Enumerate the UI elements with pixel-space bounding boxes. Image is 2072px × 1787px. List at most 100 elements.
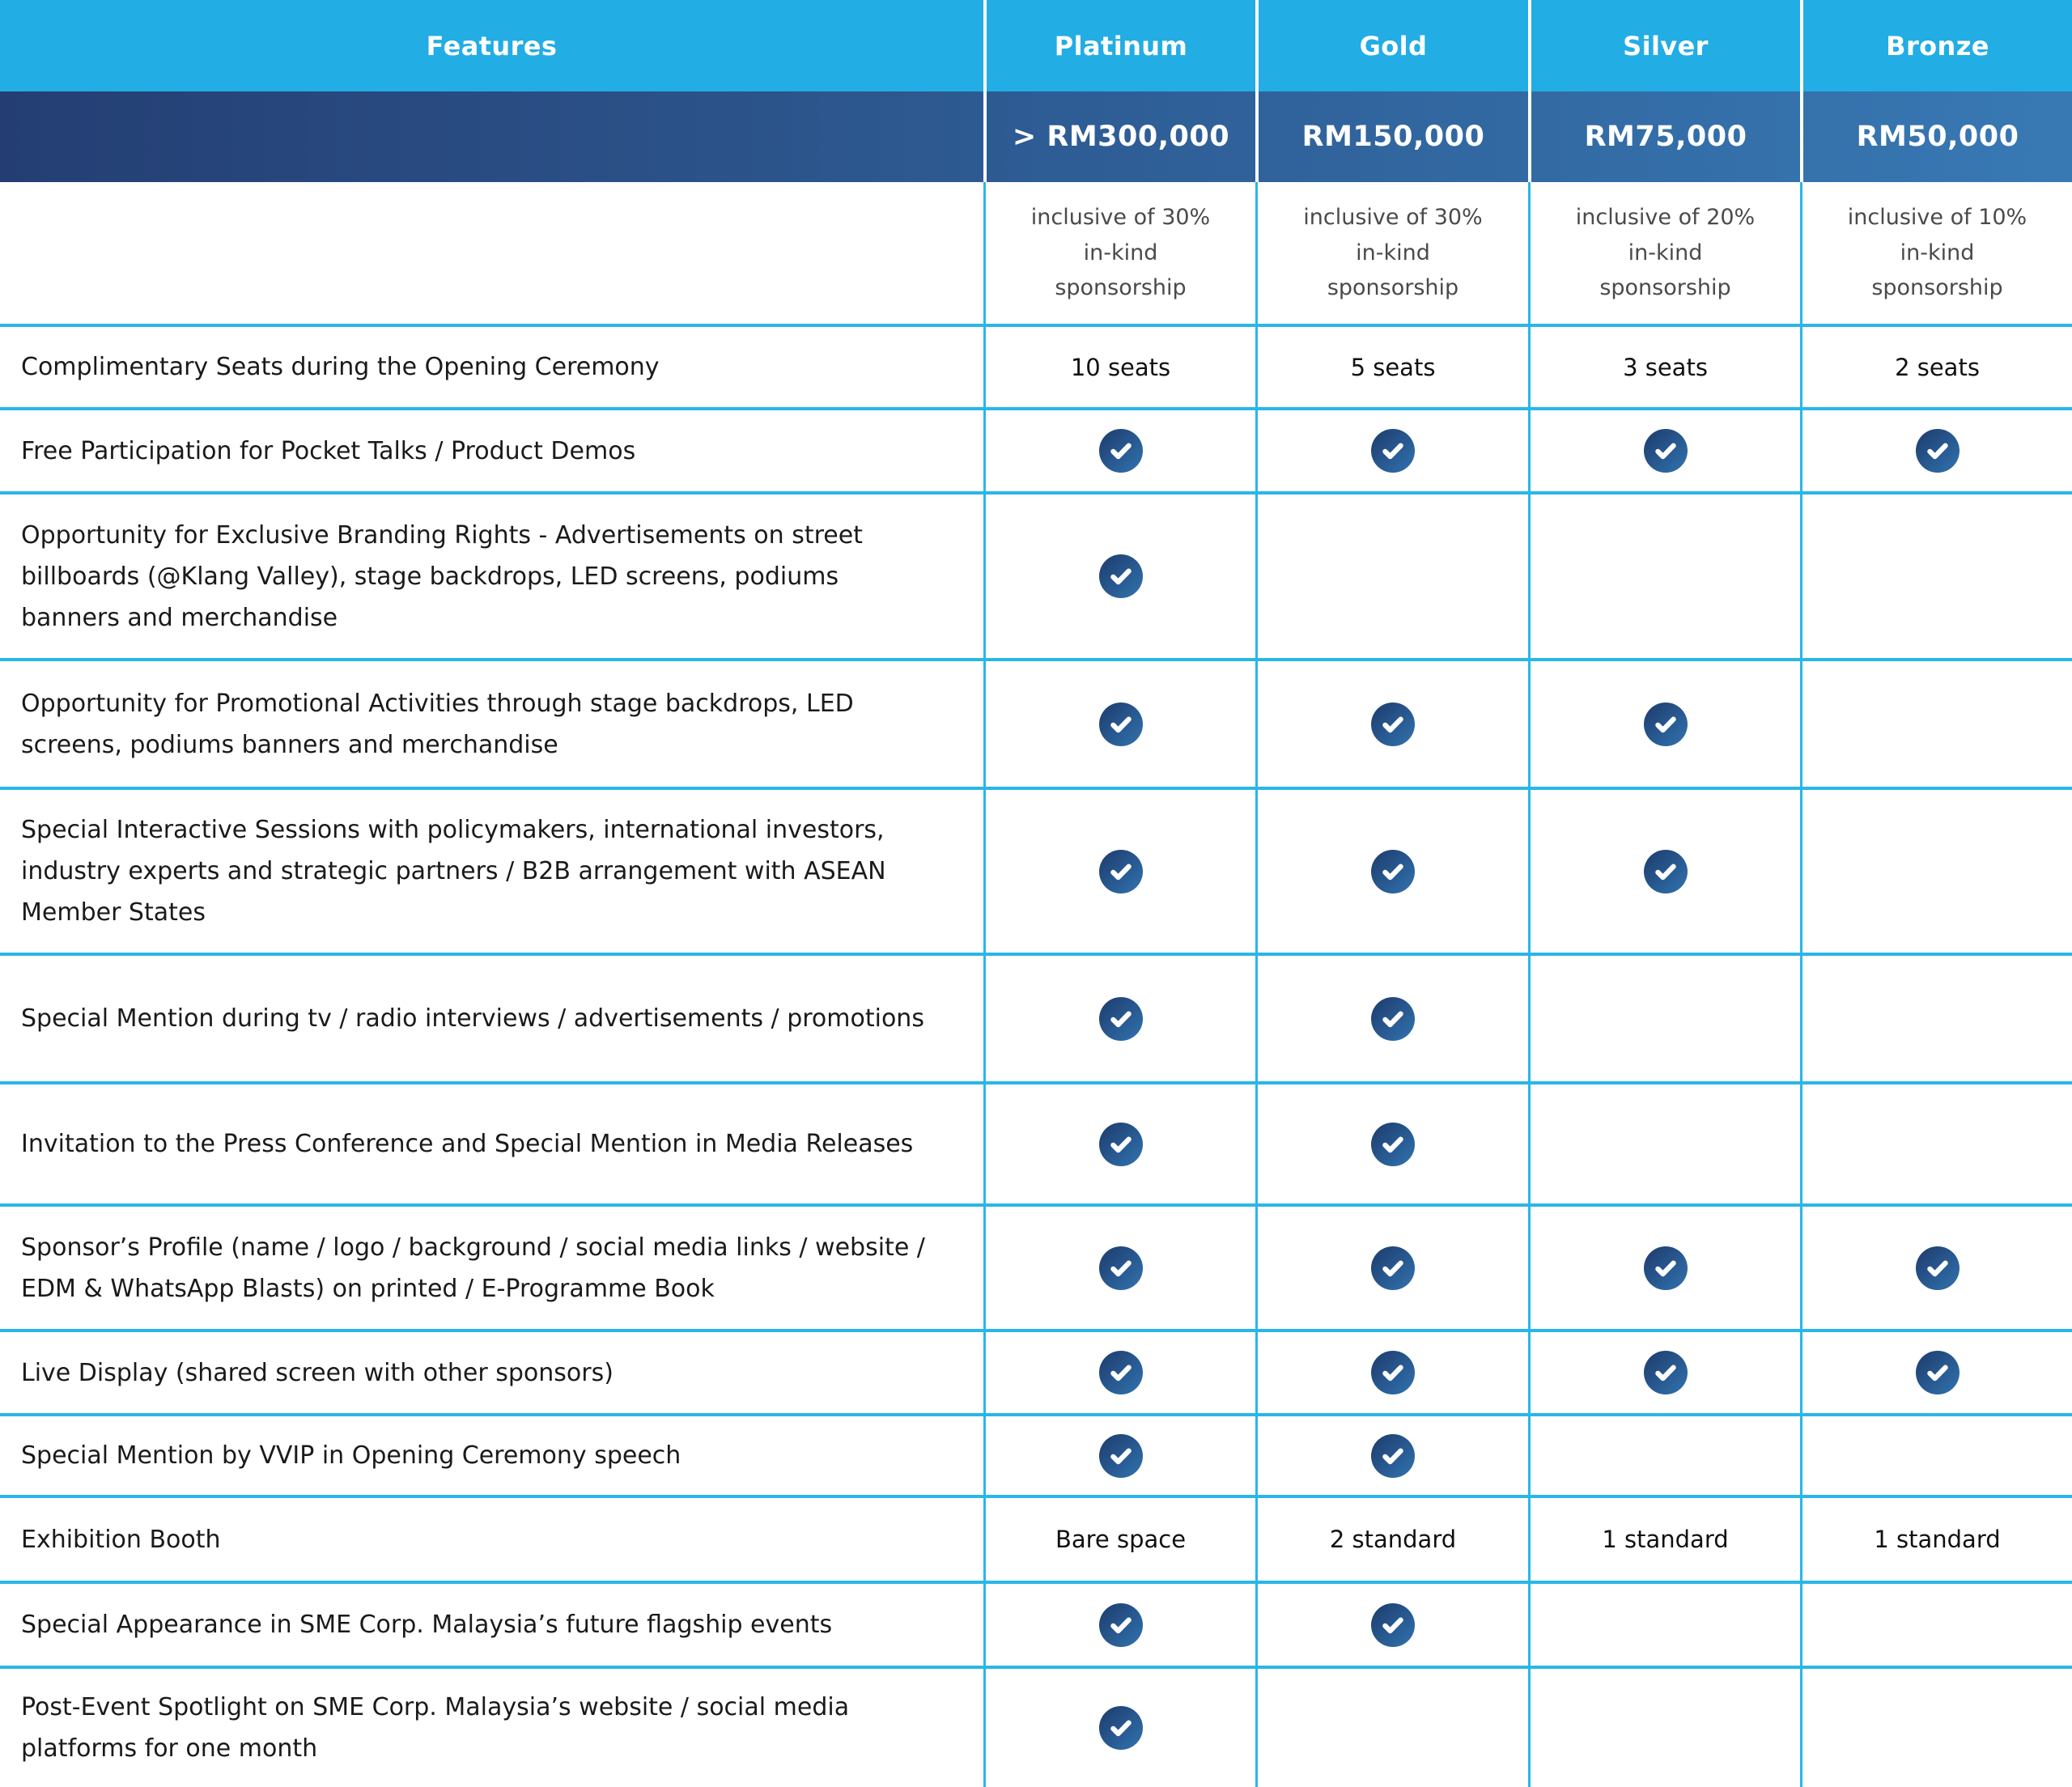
check-icon — [1915, 1246, 1959, 1290]
table-row: Post-Event Spotlight on SME Corp. Malays… — [0, 1666, 2072, 1787]
check-icon — [1371, 1602, 1415, 1647]
price-row: > RM300,000 RM150,000 RM75,000 RM50,000 — [0, 91, 2072, 182]
feature-value-gold — [1255, 1332, 1528, 1413]
table-row: Special Interactive Sessions with policy… — [0, 787, 2072, 953]
feature-label: Opportunity for Exclusive Branding Right… — [21, 520, 863, 632]
feature-label: Invitation to the Press Conference and S… — [21, 1130, 914, 1158]
feature-value-platinum — [983, 661, 1255, 787]
feature-value-bronze — [1800, 495, 2072, 658]
table-row: Special Mention by VVIP in Opening Cerem… — [0, 1413, 2072, 1495]
feature-value-gold — [1255, 956, 1528, 1081]
check-icon — [1098, 1351, 1143, 1394]
check-icon — [1643, 429, 1688, 473]
feature-label: Special Mention during tv / radio interv… — [21, 1004, 924, 1033]
feature-label: Free Participation for Pocket Talks / Pr… — [21, 436, 636, 465]
feature-value-silver — [1528, 790, 1800, 953]
feature-value-platinum — [983, 790, 1255, 953]
tier-inclusive-gold: inclusive of 30% in-kind sponsorship — [1255, 182, 1528, 324]
header-row: Features Platinum Gold Silver Bronze — [0, 0, 2072, 91]
feature-value-bronze — [1800, 790, 2072, 953]
tier-header-platinum: Platinum — [983, 0, 1255, 91]
feature-value-gold — [1255, 661, 1528, 787]
check-icon — [1371, 429, 1415, 473]
inclusive-row-spacer — [0, 182, 983, 324]
check-icon — [1643, 702, 1688, 746]
tier-header-silver: Silver — [1528, 0, 1800, 91]
feature-value-platinum: Bare space — [983, 1498, 1255, 1581]
feature-value-platinum — [983, 956, 1255, 1081]
feature-value-silver — [1528, 1332, 1800, 1413]
tier-header-gold: Gold — [1255, 0, 1528, 91]
feature-label: Special Mention by VVIP in Opening Cerem… — [21, 1441, 681, 1470]
feature-value-silver — [1528, 1085, 1800, 1203]
tier-price-gold: RM150,000 — [1255, 91, 1528, 182]
inclusive-row: inclusive of 30% in-kind sponsorship incl… — [0, 182, 2072, 324]
feature-value-bronze — [1800, 1416, 2072, 1495]
feature-value-bronze: 2 seats — [1800, 327, 2072, 407]
tier-price-bronze: RM50,000 — [1800, 91, 2072, 182]
table-row: Sponsor’s Profile (name / logo / backgro… — [0, 1203, 2072, 1329]
table-body: Complimentary Seats during the Opening C… — [0, 324, 2072, 1787]
feature-value-bronze — [1800, 956, 2072, 1081]
feature-value-platinum — [983, 1085, 1255, 1203]
feature-value-bronze — [1800, 1669, 2072, 1787]
table-row: Free Participation for Pocket Talks / Pr… — [0, 407, 2072, 491]
feature-value-bronze — [1800, 1085, 2072, 1203]
feature-label: Opportunity for Promotional Activities t… — [21, 689, 854, 759]
feature-value-bronze: 1 standard — [1800, 1498, 2072, 1581]
table-row: Live Display (shared screen with other s… — [0, 1329, 2072, 1413]
price-row-spacer — [0, 91, 983, 182]
check-icon — [1098, 429, 1143, 473]
feature-value-gold — [1255, 1584, 1528, 1666]
features-header: Features — [426, 30, 558, 62]
table-row: Special Appearance in SME Corp. Malaysia… — [0, 1581, 2072, 1666]
feature-value-gold: 2 standard — [1255, 1498, 1528, 1581]
feature-value-silver: 1 standard — [1528, 1498, 1800, 1581]
tier-inclusive-platinum: inclusive of 30% in-kind sponsorship — [983, 182, 1255, 324]
tier-inclusive-text: inclusive of 30% in-kind sponsorship — [1030, 204, 1211, 301]
feature-value-gold — [1255, 1085, 1528, 1203]
check-icon — [1643, 1351, 1688, 1394]
feature-value-silver — [1528, 410, 1800, 491]
check-icon — [1098, 1706, 1143, 1750]
feature-value-gold — [1255, 790, 1528, 953]
feature-value-bronze — [1800, 661, 2072, 787]
table-row: Invitation to the Press Conference and S… — [0, 1081, 2072, 1203]
table-row: Opportunity for Promotional Activities t… — [0, 658, 2072, 787]
check-icon — [1643, 1246, 1688, 1290]
tier-price-platinum: > RM300,000 — [983, 91, 1255, 182]
check-icon — [1371, 849, 1415, 894]
feature-value-silver — [1528, 1416, 1800, 1495]
feature-value-platinum — [983, 1584, 1255, 1666]
check-icon — [1098, 554, 1143, 598]
feature-value-gold — [1255, 495, 1528, 658]
feature-value-silver — [1528, 1207, 1800, 1329]
tier-inclusive-bronze: inclusive of 10% in-kind sponsorship — [1800, 182, 2072, 324]
tier-header-bronze: Bronze — [1800, 0, 2072, 91]
feature-value-gold — [1255, 1207, 1528, 1329]
feature-value-silver — [1528, 495, 1800, 658]
feature-value-bronze — [1800, 1584, 2072, 1666]
feature-value-bronze — [1800, 1207, 2072, 1329]
tier-price-silver: RM75,000 — [1528, 91, 1800, 182]
check-icon — [1371, 1433, 1415, 1478]
feature-value-silver — [1528, 1669, 1800, 1787]
feature-value-bronze — [1800, 1332, 2072, 1413]
table-row: Complimentary Seats during the Opening C… — [0, 324, 2072, 407]
feature-value-silver — [1528, 1584, 1800, 1666]
feature-value-platinum — [983, 495, 1255, 658]
feature-value-silver: 3 seats — [1528, 327, 1800, 407]
check-icon — [1371, 996, 1415, 1041]
feature-label: Exhibition Booth — [21, 1525, 221, 1554]
check-icon — [1371, 702, 1415, 746]
feature-label: Sponsor’s Profile (name / logo / backgro… — [21, 1233, 925, 1303]
check-icon — [1098, 1246, 1143, 1290]
check-icon — [1098, 1122, 1143, 1166]
table-row: Exhibition Booth Bare space 2 standard 1 st… — [0, 1495, 2072, 1581]
check-icon — [1098, 1433, 1143, 1478]
check-icon — [1098, 849, 1143, 894]
tier-inclusive-text: inclusive of 30% in-kind sponsorship — [1303, 204, 1483, 301]
feature-value-platinum — [983, 1332, 1255, 1413]
feature-value-gold — [1255, 1416, 1528, 1495]
